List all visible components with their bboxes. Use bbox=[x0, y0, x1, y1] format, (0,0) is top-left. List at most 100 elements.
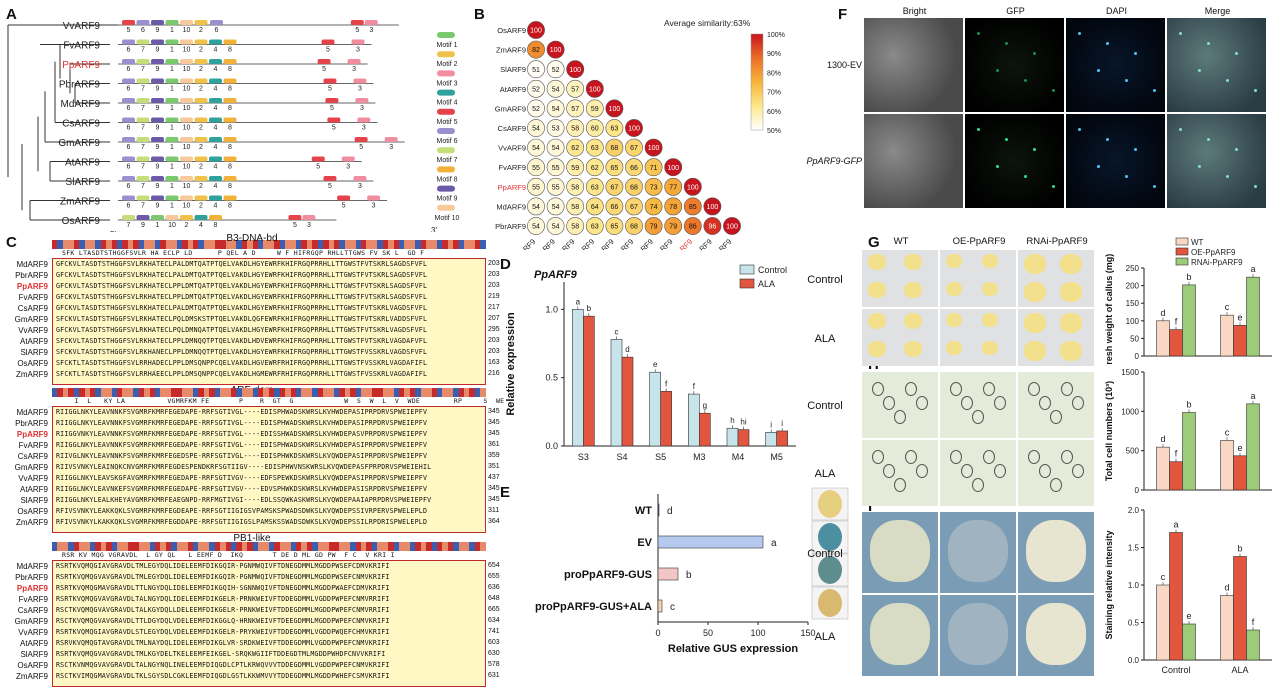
conservation-segment bbox=[176, 542, 183, 551]
conservation-segment bbox=[52, 240, 58, 249]
gene-label-gmarf9: GmARF9 bbox=[58, 138, 100, 149]
motif-box bbox=[223, 156, 237, 162]
cell-outline bbox=[1028, 382, 1040, 396]
nucleus-spot bbox=[1207, 42, 1210, 45]
motif-number: 2 bbox=[199, 47, 203, 54]
motif-box bbox=[180, 39, 193, 45]
motif-number: 7 bbox=[141, 86, 145, 93]
similarity-value: 79 bbox=[669, 224, 677, 231]
similarity-cell bbox=[644, 177, 663, 196]
significance-letter: a bbox=[1173, 520, 1178, 530]
significance-letter: f bbox=[1252, 617, 1255, 627]
conservation-segment bbox=[52, 542, 58, 551]
motif-number: 7 bbox=[127, 222, 131, 229]
similarity-value: 68 bbox=[630, 224, 638, 231]
alignment-position: 345 bbox=[488, 419, 500, 426]
similarity-value: 63 bbox=[591, 145, 599, 152]
similarity-value: 59 bbox=[591, 106, 599, 113]
legend-swatch bbox=[437, 128, 455, 134]
similarity-value: 54 bbox=[552, 224, 560, 231]
conservation-segment bbox=[453, 388, 459, 397]
nucleus-spot bbox=[1134, 52, 1137, 55]
similarity-value: 58 bbox=[571, 204, 579, 211]
cell-outline bbox=[1061, 382, 1073, 396]
similarity-cell bbox=[605, 217, 624, 235]
motif-box bbox=[209, 39, 222, 45]
alignment-position: 437 bbox=[488, 474, 500, 481]
similarity-cell bbox=[546, 40, 565, 59]
motif-box bbox=[165, 195, 179, 201]
cell-outline bbox=[983, 382, 995, 396]
motif-number: 6 bbox=[127, 125, 131, 132]
column-label: OsARF9 bbox=[511, 237, 538, 250]
conservation-segment bbox=[290, 542, 296, 551]
significance-letter: c bbox=[1225, 427, 1230, 437]
significance-letter: d bbox=[1160, 434, 1165, 444]
row-label: PbrARF9 bbox=[495, 222, 526, 231]
conservation-segment bbox=[317, 388, 324, 397]
alignment-position: 216 bbox=[488, 370, 500, 377]
conservation-segment bbox=[388, 542, 394, 551]
alignment-position: 311 bbox=[488, 507, 500, 514]
callus-piece bbox=[946, 282, 962, 296]
significance-letter: c bbox=[1225, 302, 1230, 312]
alignment-gene-label: OsARF9 bbox=[17, 507, 48, 516]
alignment-position: 295 bbox=[488, 326, 500, 333]
row-label: ALA bbox=[814, 332, 836, 345]
motif-number: 8 bbox=[228, 144, 232, 151]
conservation-segment bbox=[209, 542, 215, 551]
motif-box bbox=[223, 98, 237, 103]
alignment-gene-label: GmARF9 bbox=[14, 617, 48, 626]
motif-box bbox=[209, 59, 222, 64]
row-label: AtARF9 bbox=[500, 85, 526, 94]
alignment-sequence: RIIGGLNKYLEAVNNKFSVGMRFKMRFEGEDAPE-RRFSG… bbox=[56, 419, 428, 427]
conservation-segment bbox=[68, 388, 74, 397]
bar-1 bbox=[1233, 455, 1247, 491]
motif-number: 7 bbox=[141, 203, 145, 210]
similarity-cell bbox=[546, 60, 565, 79]
category-label: proPpARF9-GUS+ALA bbox=[535, 601, 652, 613]
conservation-segment bbox=[436, 240, 443, 249]
gene-label-zmarf9: ZmARF9 bbox=[60, 197, 100, 208]
motif-number: 6 bbox=[127, 86, 131, 93]
y-tick-label: 500 bbox=[1126, 447, 1140, 456]
conservation-segment bbox=[312, 388, 318, 397]
x-tick-label: M3 bbox=[693, 452, 706, 462]
conservation-segment bbox=[160, 388, 166, 397]
conservation-segment bbox=[122, 240, 128, 249]
alignment-position: 364 bbox=[488, 518, 500, 525]
legend-swatch bbox=[437, 51, 455, 58]
bar-0 bbox=[1156, 584, 1170, 661]
panel-label-e: E bbox=[500, 484, 511, 501]
motif-box bbox=[364, 20, 378, 25]
cell-outline bbox=[905, 450, 917, 464]
motif-box bbox=[341, 156, 355, 162]
alignment-sequence: RSCTKVQMQGVAVGRAVDLTTLDGYDQLVDELEEMFDIKG… bbox=[56, 617, 390, 625]
conservation-segment bbox=[230, 240, 237, 249]
row-label: Control bbox=[807, 547, 843, 560]
conservation-segment bbox=[144, 542, 150, 551]
conservation-segment bbox=[225, 388, 231, 397]
alignment-gene-label: VvARF9 bbox=[18, 326, 48, 335]
nucleus-spot bbox=[1198, 165, 1201, 168]
motif-box bbox=[136, 98, 150, 103]
alignment-position: 203 bbox=[488, 282, 500, 289]
motif-box bbox=[122, 98, 135, 103]
conservation-segment bbox=[431, 388, 437, 397]
alignment-gene-label: ZmARF9 bbox=[16, 672, 48, 681]
legend-swatch bbox=[437, 89, 455, 96]
row-label: CsARF9 bbox=[498, 124, 526, 133]
conservation-segment bbox=[182, 542, 188, 551]
alignment-gene-label: OsARF9 bbox=[17, 359, 48, 368]
scale-end: 3' bbox=[431, 226, 437, 232]
similarity-cell bbox=[703, 197, 722, 216]
x-tick-label: Control bbox=[1161, 665, 1190, 675]
conservation-segment bbox=[317, 240, 324, 249]
significance-letter: f bbox=[1175, 449, 1178, 459]
conservation-segment bbox=[480, 240, 486, 249]
motif-number: 1 bbox=[170, 164, 174, 171]
motif-number: 4 bbox=[199, 222, 203, 229]
similarity-value: 86 bbox=[689, 224, 697, 231]
motif-number: 8 bbox=[228, 183, 232, 190]
motif-number: 7 bbox=[141, 164, 145, 171]
